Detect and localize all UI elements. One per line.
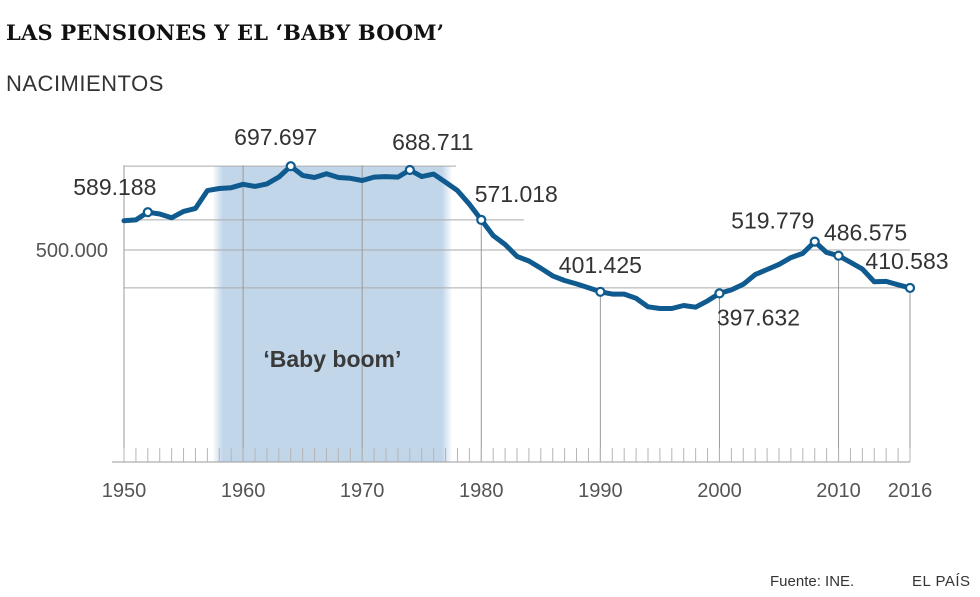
data-label: 688.711 [392,129,473,155]
data-point [595,286,606,297]
births-series-line [121,163,913,311]
data-label: 697.697 [234,124,317,150]
x-tick-label: 1970 [340,480,385,502]
chart-title: LAS PENSIONES Y EL ‘BABY BOOM’ [6,20,445,45]
data-label: 519.779 [731,208,814,234]
data-point [809,236,820,247]
x-tick-label: 1960 [221,480,266,502]
data-point [476,214,487,225]
x-tick-label: 1950 [102,480,147,502]
data-label: 589.188 [73,174,156,200]
data-label: 397.632 [717,304,800,330]
data-point [285,161,296,172]
x-tick-label: 2016 [888,480,933,502]
data-label: 401.425 [559,252,642,278]
x-tick-label: 2010 [816,480,861,502]
brand-logo: EL PAÍS [912,573,971,590]
data-point [404,164,415,176]
data-label: 410.583 [865,248,948,274]
x-tick-label: 2000 [697,480,742,502]
data-point [142,207,153,218]
source-note: Fuente: INE. [770,573,855,590]
y-tick-label: 500.000 [36,240,108,262]
data-point [904,282,916,294]
baby-boom-label: ‘Baby boom’ [263,346,401,372]
chart-subtitle: NACIMIENTOS [6,71,164,96]
data-label: 571.018 [475,181,558,207]
data-label: 486.575 [824,220,907,246]
data-point [714,288,725,299]
x-tick-label: 1990 [578,480,623,502]
baby-boom-band [213,166,452,462]
x-tick-label: 1980 [459,480,504,502]
data-point [833,250,844,261]
